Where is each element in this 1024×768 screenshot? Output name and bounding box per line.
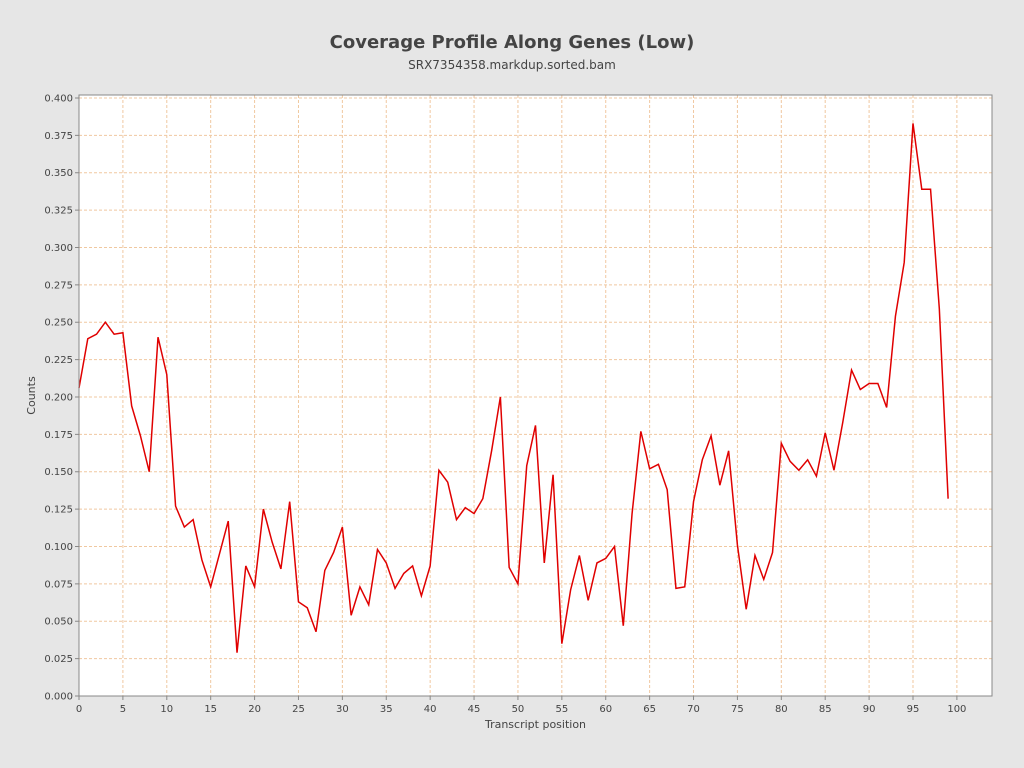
axis-ticks: 0 5 10 15 20 25 30 35 40 45 50 55 60 65 70 75 80 85 90 95 10…: [44, 93, 966, 715]
series-line-coverage: [78, 123, 949, 653]
y-tick-label: 0.400: [44, 93, 73, 104]
x-tick-label: 35: [380, 704, 393, 715]
x-tick-label: 60: [599, 704, 612, 715]
x-tick-label: 30: [336, 704, 349, 715]
x-tick-label: 100: [947, 704, 966, 715]
x-tick-label: 50: [512, 704, 525, 715]
x-tick-label: 0: [76, 704, 82, 715]
plot-area: [79, 95, 992, 696]
y-tick-label: 0.000: [44, 692, 73, 703]
plot-border: [78, 94, 993, 697]
chart-title: Coverage Profile Along Genes (Low): [330, 32, 695, 53]
chart-subtitle: SRX7354358.markdup.sorted.bam: [408, 58, 616, 72]
y-tick-label: 0.375: [44, 131, 73, 142]
y-tick-label: 0.350: [44, 168, 73, 179]
x-tick-label: 15: [204, 704, 217, 715]
y-tick-label: 0.175: [44, 430, 73, 441]
x-tick-label: 85: [819, 704, 832, 715]
x-tick-label: 45: [468, 704, 481, 715]
x-tick-label: 75: [731, 704, 744, 715]
x-tick-label: 25: [292, 704, 305, 715]
y-tick-label: 0.250: [44, 318, 73, 329]
y-axis-label: Counts: [25, 376, 38, 415]
x-tick-label: 5: [120, 704, 126, 715]
y-tick-label: 0.050: [44, 617, 73, 628]
y-tick-label: 0.325: [44, 206, 73, 217]
y-tick-label: 0.025: [44, 654, 73, 665]
x-axis-label: Transcript position: [484, 718, 586, 731]
y-tick-label: 0.275: [44, 280, 73, 291]
y-tick-label: 0.075: [44, 579, 73, 590]
x-tick-label: 70: [687, 704, 700, 715]
y-tick-label: 0.200: [44, 392, 73, 403]
x-tick-label: 95: [907, 704, 920, 715]
x-tick-label: 55: [555, 704, 568, 715]
y-tick-label: 0.125: [44, 505, 73, 516]
x-tick-label: 90: [863, 704, 876, 715]
y-tick-label: 0.100: [44, 542, 73, 553]
x-tick-label: 20: [248, 704, 261, 715]
y-tick-label: 0.225: [44, 355, 73, 366]
x-tick-label: 65: [643, 704, 656, 715]
series-layer: [78, 123, 949, 653]
x-tick-label: 40: [424, 704, 437, 715]
x-tick-label: 10: [160, 704, 173, 715]
y-tick-label: 0.150: [44, 467, 73, 478]
x-tick-label: 80: [775, 704, 788, 715]
y-tick-label: 0.300: [44, 243, 73, 254]
